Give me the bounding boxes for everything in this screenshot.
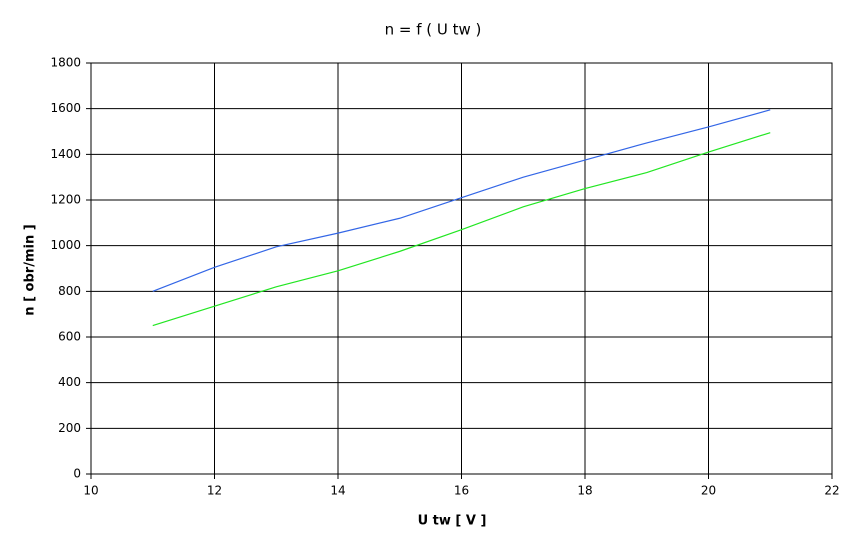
y-tick-label: 0 (73, 467, 81, 481)
y-tick-label: 1000 (50, 238, 81, 252)
y-tick-label: 1800 (50, 56, 81, 70)
y-tick-label: 400 (58, 375, 81, 389)
x-tick-label: 22 (824, 484, 839, 498)
x-tick-label: 20 (701, 484, 716, 498)
data-line (152, 109, 771, 292)
chart-title: n = f ( U tw ) (385, 21, 482, 39)
x-tick-label: 18 (577, 484, 592, 498)
x-tick-label: 10 (83, 484, 98, 498)
data-line (152, 132, 771, 327)
x-tick-label: 14 (330, 484, 345, 498)
y-tick-label: 1600 (50, 101, 81, 115)
x-tick-label: 16 (454, 484, 469, 498)
x-axis-label: U tw [ V ] (418, 514, 487, 529)
y-tick-label: 600 (58, 330, 81, 344)
y-tick-label: 1200 (50, 193, 81, 207)
y-tick-label: 800 (58, 284, 81, 298)
y-tick-label: 200 (58, 421, 81, 435)
y-tick-label: 1400 (50, 147, 81, 161)
x-tick-label: 12 (207, 484, 222, 498)
y-axis-label: n [ obr/min ] (23, 224, 38, 315)
